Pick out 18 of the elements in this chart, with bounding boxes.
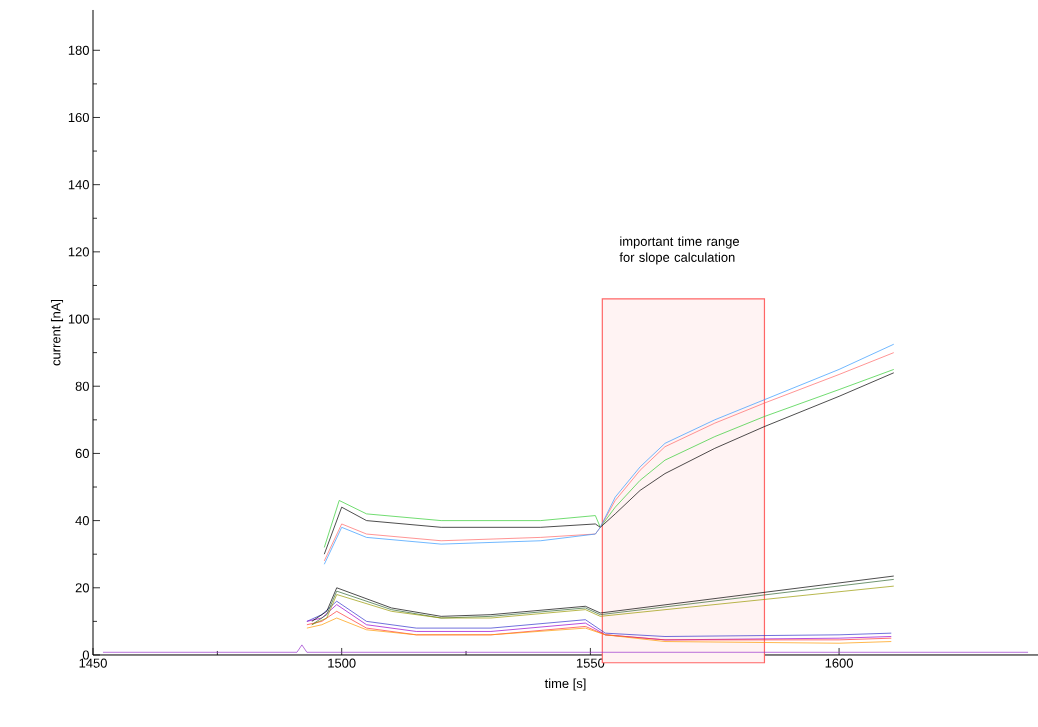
- y-tick-label: 60: [75, 448, 89, 458]
- y-tick-label: 160: [68, 112, 89, 123]
- y-tick-label: 100: [68, 314, 89, 324]
- y-axis-title: current [nA]: [50, 299, 64, 366]
- x-axis-title: time [s]: [544, 678, 586, 691]
- y-tick-label: 20: [75, 583, 89, 593]
- x-tick-label: 1450: [79, 658, 107, 668]
- y-tick-label: 180: [68, 45, 89, 55]
- x-tick-label: 1500: [328, 658, 356, 668]
- y-tick-label: 0: [82, 650, 89, 660]
- y-tick-label: 120: [68, 247, 89, 257]
- x-tick-label: 1550: [576, 658, 605, 668]
- y-tick-label: 80: [75, 381, 89, 391]
- y-tick-label: 40: [75, 516, 89, 526]
- band-label: important time range for slope calculation: [619, 236, 739, 265]
- x-tick-label: 1600: [825, 658, 853, 668]
- line-series: [306, 617, 892, 644]
- y-tick-label: 140: [68, 180, 89, 190]
